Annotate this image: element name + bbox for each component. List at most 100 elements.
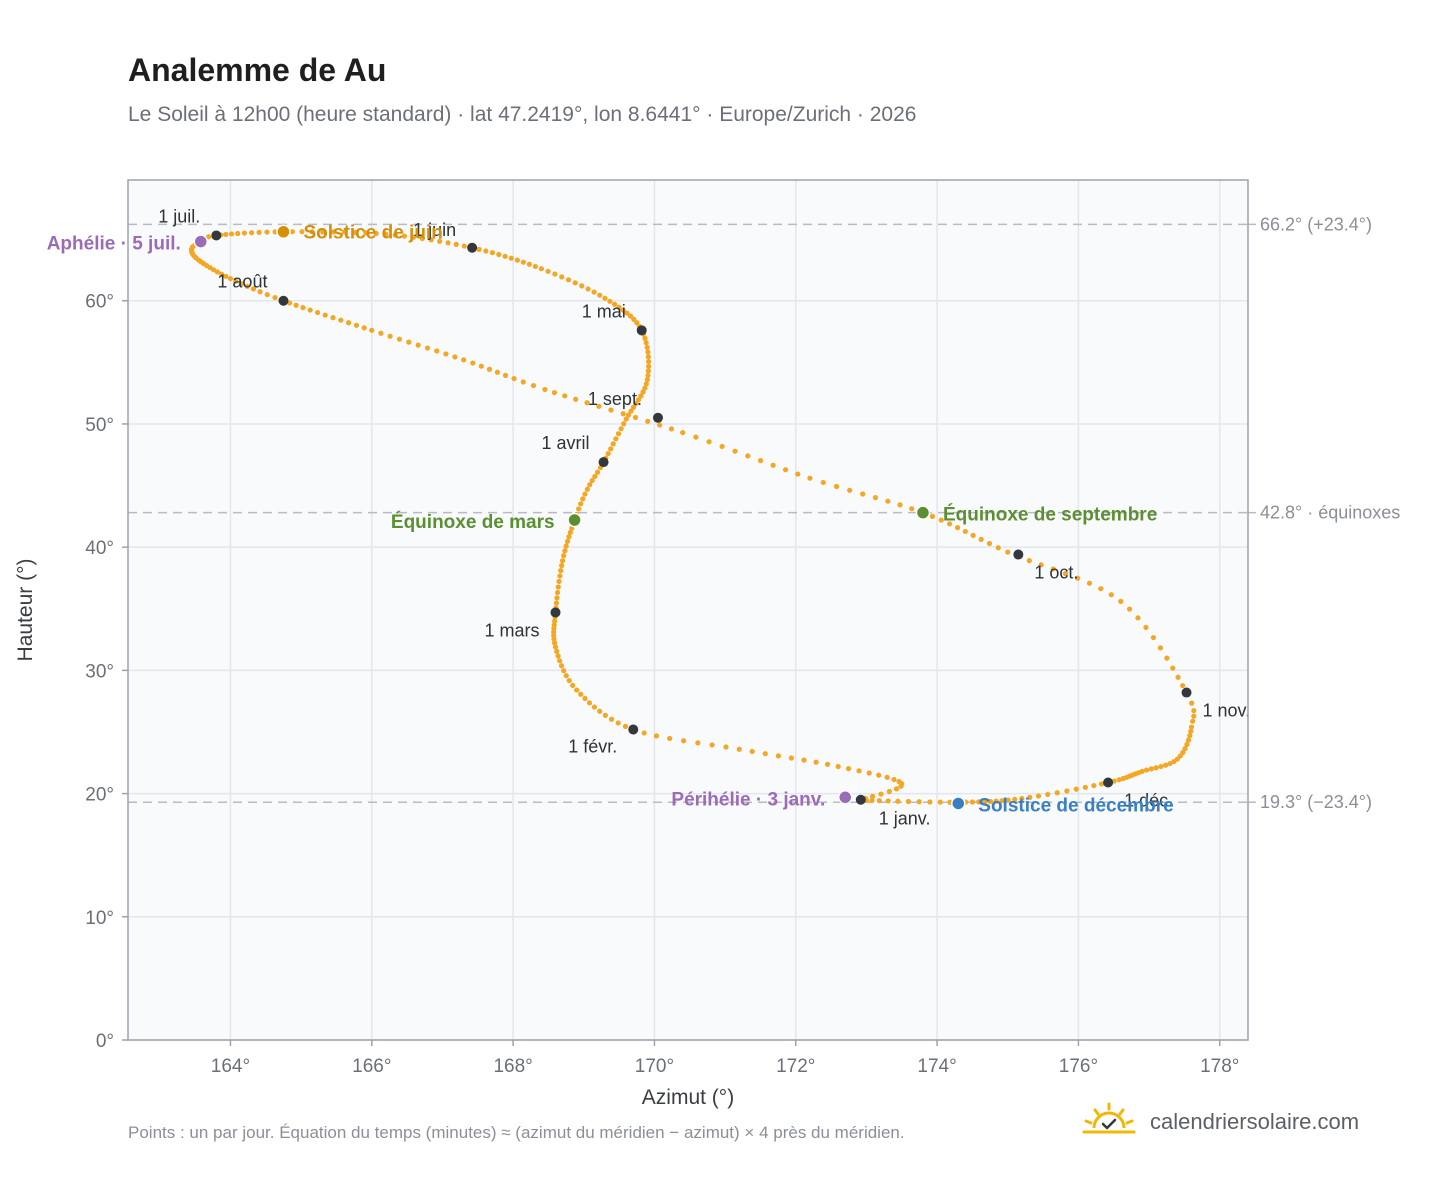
daily-point xyxy=(642,385,648,391)
daily-point xyxy=(653,733,660,739)
daily-point xyxy=(563,543,569,549)
y-tick-label: 40° xyxy=(85,538,114,559)
daily-point xyxy=(478,363,484,369)
daily-point xyxy=(695,740,701,746)
plot-frame xyxy=(127,179,1249,1041)
daily-point xyxy=(264,291,270,298)
daily-point xyxy=(732,448,738,454)
daily-point xyxy=(872,495,879,501)
daily-point xyxy=(552,271,558,277)
daily-point xyxy=(615,720,621,726)
month-label: 1 févr. xyxy=(568,737,617,757)
daily-point xyxy=(586,700,593,706)
daily-point xyxy=(645,354,651,360)
daily-point xyxy=(428,237,434,243)
daily-point xyxy=(905,798,911,805)
daily-point xyxy=(616,304,622,310)
daily-point xyxy=(314,309,321,316)
daily-point xyxy=(969,799,976,805)
daily-point xyxy=(632,414,639,421)
y-axis-title: Hauteur (°) xyxy=(14,559,37,662)
event-marker xyxy=(951,796,966,811)
daily-point xyxy=(801,757,807,763)
daily-point xyxy=(631,316,637,322)
daily-point xyxy=(1188,728,1194,734)
daily-point xyxy=(1188,724,1195,730)
daily-point xyxy=(361,325,367,331)
daily-point xyxy=(869,793,876,799)
daily-point xyxy=(929,513,936,519)
daily-point xyxy=(824,761,831,767)
daily-point xyxy=(630,404,637,410)
event-label: Aphélie · 5 juil. xyxy=(47,234,181,255)
daily-point xyxy=(558,568,564,574)
daily-point xyxy=(891,776,897,783)
daily-point xyxy=(1143,624,1149,631)
month-label: 1 nov. xyxy=(1203,701,1251,721)
daily-point xyxy=(561,553,567,559)
daily-point xyxy=(745,453,751,459)
daily-point xyxy=(562,548,568,554)
daily-point xyxy=(1082,784,1088,790)
daily-point xyxy=(893,786,900,792)
daily-point xyxy=(645,349,651,355)
daily-point xyxy=(567,529,573,536)
daily-point xyxy=(999,798,1005,804)
daily-point xyxy=(645,372,651,379)
daily-point xyxy=(937,799,943,805)
daily-point xyxy=(353,322,360,328)
daily-point xyxy=(526,261,532,267)
event-marker xyxy=(837,790,853,805)
daily-point xyxy=(1185,737,1192,743)
daily-point xyxy=(1035,793,1042,799)
daily-point xyxy=(363,230,369,236)
daily-point xyxy=(813,759,819,765)
daily-point xyxy=(876,798,882,804)
daily-point xyxy=(415,342,421,348)
daily-point xyxy=(214,269,220,275)
daily-point xyxy=(1175,674,1181,680)
daily-point xyxy=(596,403,602,409)
daily-point xyxy=(410,234,417,240)
daily-point xyxy=(592,473,598,480)
daily-point xyxy=(982,799,988,805)
daily-point xyxy=(749,748,755,755)
daily-point xyxy=(228,231,235,237)
daily-point xyxy=(597,292,603,298)
daily-point xyxy=(1054,790,1060,796)
brand[interactable]: calendriersolaire.com xyxy=(1082,1102,1359,1142)
daily-point xyxy=(1073,786,1079,792)
daily-point xyxy=(847,487,853,493)
daily-point xyxy=(223,273,229,279)
daily-point xyxy=(876,772,882,778)
daily-point xyxy=(1148,766,1154,772)
daily-point xyxy=(1158,763,1164,770)
daily-point xyxy=(607,298,613,304)
daily-point xyxy=(927,799,933,805)
daily-point xyxy=(624,310,630,316)
month-marker xyxy=(628,724,639,735)
month-marker xyxy=(211,230,222,241)
month-marker xyxy=(636,325,647,336)
daily-point xyxy=(556,578,562,585)
reference-line-label: 19.3° (−23.4°) xyxy=(1260,792,1372,812)
daily-point xyxy=(1135,615,1141,621)
month-marker xyxy=(652,412,663,423)
daily-point xyxy=(620,411,626,417)
event-label: Périhélie · 3 janv. xyxy=(671,789,825,810)
daily-point xyxy=(645,418,651,424)
daily-point xyxy=(218,271,225,277)
daily-point xyxy=(627,313,634,319)
daily-point xyxy=(486,366,493,372)
daily-point xyxy=(706,439,712,445)
daily-point xyxy=(1045,791,1051,798)
daily-point xyxy=(610,441,616,447)
daily-point xyxy=(643,340,649,346)
x-tick-label: 174° xyxy=(917,1056,956,1077)
month-label: 1 mai xyxy=(582,301,626,321)
daily-point xyxy=(978,536,984,542)
daily-point xyxy=(1187,733,1193,739)
daily-point xyxy=(1164,655,1170,661)
daily-point xyxy=(641,730,647,736)
month-label: 1 mars xyxy=(484,620,539,640)
